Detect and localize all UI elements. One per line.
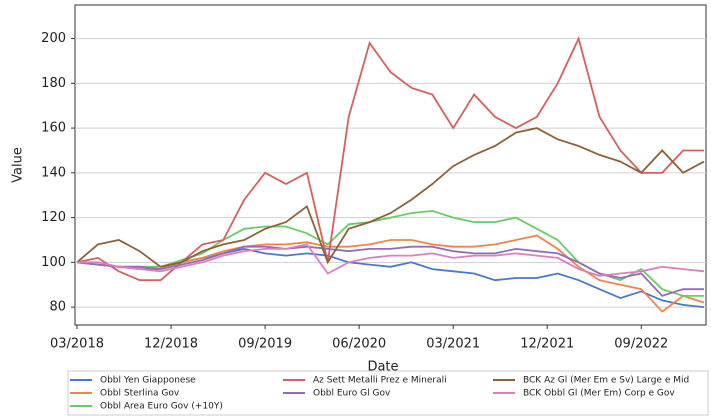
legend: Obbl Yen Giapponese Obbl Sterlina Gov Obbl… <box>70 376 689 412</box>
legend-label: Obbl Sterlina Gov <box>100 389 180 399</box>
series-line <box>76 245 704 297</box>
y-tick-label: 160 <box>41 121 66 136</box>
y-tick-label: 180 <box>41 76 66 91</box>
series-line <box>76 127 705 268</box>
y-tick-label: 80 <box>49 300 66 315</box>
x-tick-label: 03/2021 <box>426 337 480 352</box>
x-tick-label: 09/2022 <box>614 337 668 352</box>
y-tick-label: 100 <box>41 255 66 270</box>
y-tick-label: 200 <box>41 31 66 46</box>
series-line <box>77 243 705 277</box>
legend-label: BCK Az Gl (Mer Em e Sv) Large e Mid <box>523 376 689 386</box>
x-tick-label: 09/2019 <box>238 337 292 352</box>
x-tick-label: 03/2018 <box>50 337 104 352</box>
series-line <box>76 234 705 313</box>
series-line <box>76 247 705 308</box>
legend-label: Az Sett Metalli Prez e Minerali <box>313 376 447 386</box>
y-tick-label: 120 <box>41 210 66 225</box>
legend-label: Obbl Yen Giapponese <box>100 376 196 386</box>
y-axis-label: Value <box>11 147 26 183</box>
x-tick-label: 06/2020 <box>332 337 386 352</box>
x-tick-label: 12/2021 <box>520 337 574 352</box>
y-tick-label: 140 <box>41 165 66 180</box>
legend-label: Obbl Area Euro Gov (+10Y) <box>100 402 223 412</box>
x-tick-label: 12/2018 <box>144 337 198 352</box>
plot-frame <box>74 4 707 326</box>
legend-label: Obbl Euro Gl Gov <box>313 389 391 399</box>
legend-label: BCK Obbl Gl (Mer Em) Corp e Gov <box>523 389 675 399</box>
legend-box <box>67 370 709 416</box>
series-line <box>76 35 704 282</box>
